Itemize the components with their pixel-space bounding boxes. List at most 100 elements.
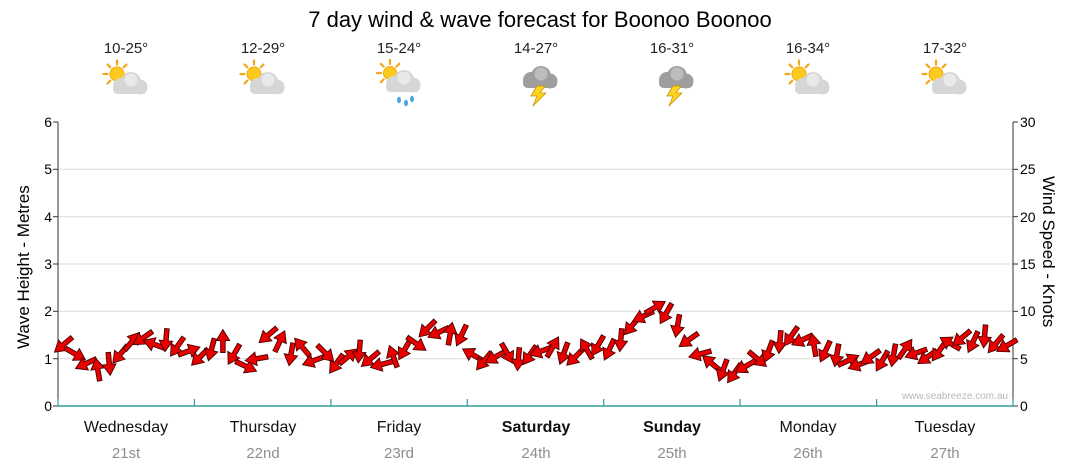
wind-arrow <box>904 346 929 361</box>
day-column: 12-29° <box>195 40 331 114</box>
day-column: 14-27° <box>468 40 604 114</box>
left-axis-tick-label: 4 <box>44 209 52 225</box>
left-axis-tick-label: 1 <box>44 351 52 367</box>
left-axis-tick-label: 0 <box>44 398 52 414</box>
day-weather-icon-wrap <box>195 59 331 114</box>
wind-arrow <box>258 325 279 344</box>
left-axis-tick-label: 2 <box>44 303 52 319</box>
wind-arrow <box>360 349 382 367</box>
wind-arrow <box>442 321 458 346</box>
wind-arrow <box>204 337 219 362</box>
wind-arrow <box>976 324 993 349</box>
wind-arrow <box>643 300 667 316</box>
weather-icon-storm <box>523 66 558 107</box>
wind-arrow <box>966 330 981 354</box>
day-name-label: Monday <box>779 419 837 436</box>
wind-arrow <box>272 329 287 354</box>
wind-arrow <box>158 328 174 353</box>
day-temp-range: 16-31° <box>649 40 695 57</box>
wind-arrow <box>996 337 1019 353</box>
weather-icon-storm <box>659 66 694 107</box>
wind-arrow <box>63 345 87 361</box>
day-name-label: Sunday <box>643 419 701 436</box>
day-date-label: 25th <box>657 445 687 462</box>
day-column: 10-25° <box>58 40 194 114</box>
day-date-label: 21st <box>111 445 141 462</box>
wind-arrow <box>294 337 312 358</box>
right-axis-tick-label: 5 <box>1020 351 1028 367</box>
wind-arrow <box>351 339 367 364</box>
right-axis-tick-label: 10 <box>1020 303 1036 319</box>
weather-icon-sun-cloud <box>239 59 285 95</box>
left-axis-tick-label: 5 <box>44 161 52 177</box>
day-column: 16-34° <box>740 40 876 114</box>
day-weather-icon-wrap <box>468 59 604 114</box>
wind-arrow <box>427 324 451 340</box>
weather-icon-sun-cloud <box>784 59 830 95</box>
wind-arrow <box>405 334 427 351</box>
day-name-label: Wednesday <box>83 419 169 436</box>
day-temp-range: 17-32° <box>922 40 968 57</box>
wind-arrow <box>818 339 833 363</box>
wind-arrow <box>544 336 560 359</box>
day-date-label: 27th <box>930 445 960 462</box>
wind-arrow <box>687 346 713 362</box>
wind-arrow <box>74 356 98 371</box>
day-date-label: 26th <box>793 445 823 462</box>
day-temp-range: 12-29° <box>240 40 286 57</box>
day-column: 16-31° <box>604 40 740 114</box>
wind-arrow <box>678 330 700 348</box>
wind-arrow <box>860 347 882 365</box>
wind-arrow <box>602 337 617 361</box>
wind-arrow <box>329 352 346 374</box>
wind-arrow <box>556 341 571 366</box>
day-weather-icon-wrap <box>604 59 740 114</box>
wind-arrow <box>484 348 507 364</box>
day-date-label: 22nd <box>246 445 280 462</box>
day-weather-icon-wrap <box>58 59 194 114</box>
wind-arrow <box>510 347 526 372</box>
right-axis-tick-label: 0 <box>1020 398 1028 414</box>
wind-arrow <box>670 313 685 339</box>
day-column: 15-24° <box>331 40 467 114</box>
day-weather-icon-wrap <box>331 58 467 114</box>
wind-arrow <box>791 332 815 347</box>
right-axis-tick-label: 30 <box>1020 114 1036 130</box>
day-temp-range: 16-34° <box>785 40 831 57</box>
day-temp-range: 10-25° <box>103 40 149 57</box>
day-name-label: Tuesday <box>914 419 976 436</box>
day-temp-range: 14-27° <box>513 40 559 57</box>
wind-arrow <box>746 349 768 367</box>
wind-arrow <box>90 357 106 382</box>
right-axis-tick-label: 25 <box>1020 161 1036 177</box>
wind-arrow <box>215 328 231 354</box>
wind-arrow <box>53 335 75 353</box>
weather-icon-sun-cloud <box>921 59 967 95</box>
wind-arrow <box>772 329 788 355</box>
chart-title: 7 day wind & wave forecast for Boonoo Bo… <box>308 7 772 32</box>
wind-arrow <box>529 344 553 359</box>
day-date-label: 24th <box>521 445 551 462</box>
wind-arrow <box>896 338 913 361</box>
day-temp-range: 15-24° <box>376 40 422 57</box>
wind-arrow <box>886 343 901 368</box>
wind-arrow <box>939 336 962 352</box>
wind-arrow <box>418 318 438 338</box>
day-name-label: Thursday <box>229 419 297 436</box>
right-axis-tick-label: 15 <box>1020 256 1036 272</box>
wind-arrow <box>498 341 514 365</box>
wind-arrow <box>987 332 1006 354</box>
watermark: www.seabreeze.com.au <box>901 391 1008 402</box>
wind-arrow <box>101 351 117 377</box>
wind-arrow <box>659 301 675 325</box>
weather-icon-sun-cloud <box>102 59 148 95</box>
day-weather-icon-wrap <box>877 59 1013 114</box>
wind-arrow <box>591 334 607 357</box>
wind-arrow <box>283 342 299 367</box>
left-axis-tick-label: 6 <box>44 114 52 130</box>
wind-arrow <box>613 328 629 353</box>
wind-arrow <box>701 355 723 373</box>
wind-arrow <box>386 344 401 369</box>
